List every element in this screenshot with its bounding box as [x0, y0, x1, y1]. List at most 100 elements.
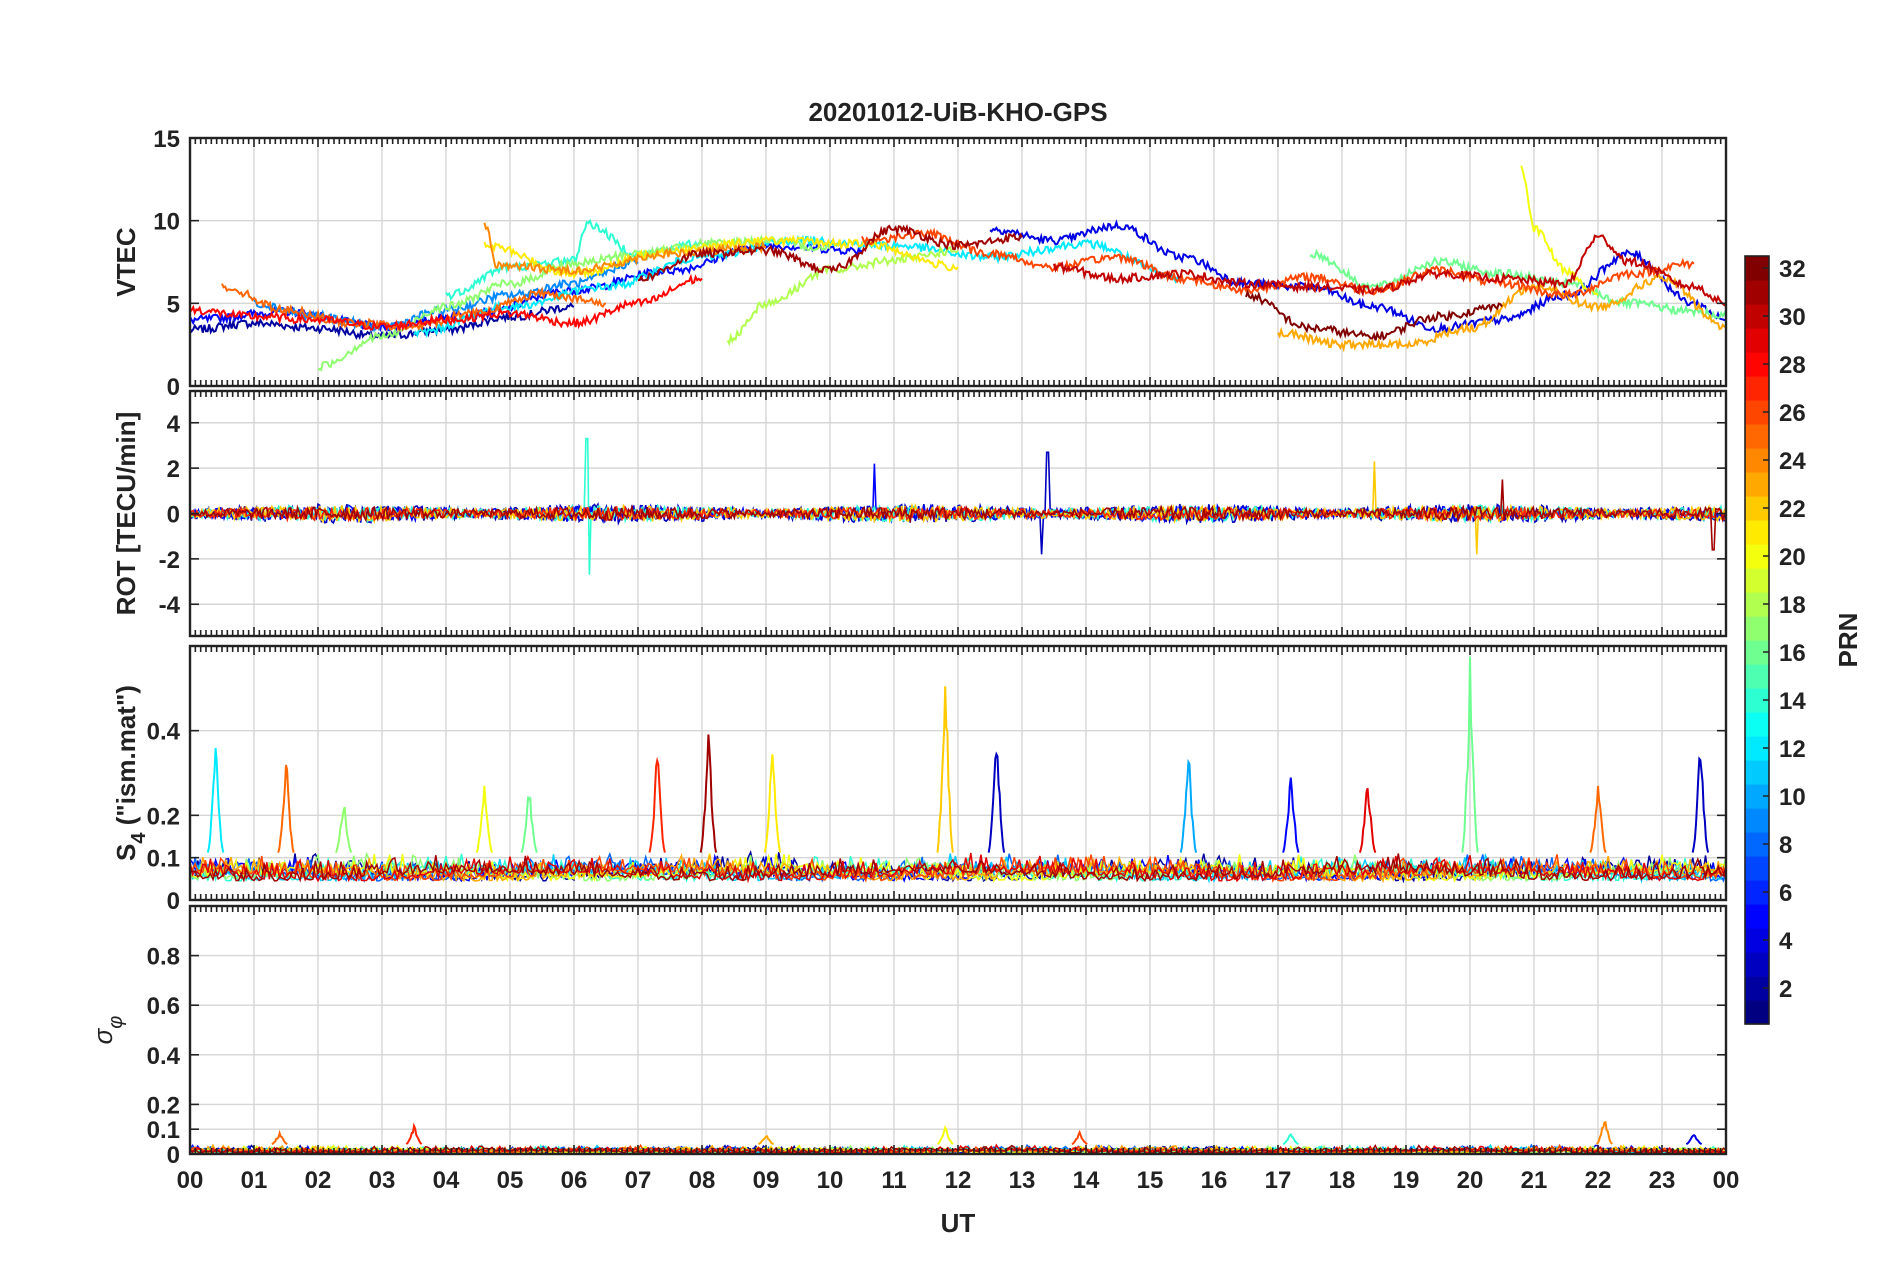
ticks-s4 [189, 646, 1727, 901]
colorbar-segment [1745, 760, 1769, 785]
colorbar-segment [1745, 904, 1769, 929]
s4-peak-prn-27 [648, 756, 666, 853]
colorbar-segment [1745, 616, 1769, 641]
x-axis-label: UT [941, 1208, 976, 1238]
y-axis-label-vtec: VTEC [111, 227, 141, 297]
y-axis-label-s4: S4 ("ism.mat") [111, 685, 150, 861]
y-tick-label: -4 [159, 592, 181, 619]
y-tick-label: 0 [167, 502, 180, 529]
colorbar-tick-label: 12 [1779, 736, 1806, 763]
x-tick-label: 08 [689, 1167, 716, 1194]
grid-rot [190, 391, 1726, 636]
x-tick-label: 19 [1393, 1167, 1420, 1194]
vtec-series-prn-21 [483, 234, 959, 280]
x-axis: 00 01 02 03 04 05 06 07 08 09 10 11 12 13 14 15 16 17 18 19… [177, 1167, 1740, 1194]
series-s4 [190, 656, 1726, 884]
sigma_phi-peak-prn-24 [1595, 1121, 1613, 1145]
colorbar-tick-label: 22 [1779, 496, 1806, 523]
y-tick-label: 0.2 [147, 803, 180, 830]
colorbar-segment [1745, 376, 1769, 401]
colorbar-tick-label: 26 [1779, 400, 1806, 427]
s4-series-prn-31 [190, 853, 1726, 883]
x-tick-label: 06 [561, 1167, 588, 1194]
y-tick-label: 5 [167, 291, 180, 318]
vtec-series-prn-18 [726, 245, 959, 347]
y-tick-label: -2 [159, 547, 180, 574]
x-tick-label: 18 [1329, 1167, 1356, 1194]
colorbar-tick-label: 28 [1779, 352, 1806, 379]
y-tick-label: 15 [153, 126, 180, 153]
colorbar-tick-label: 14 [1779, 688, 1806, 715]
x-tick-label: 03 [369, 1167, 396, 1194]
y-tick-label: 0.8 [147, 944, 180, 971]
chart-title: 20201012-UiB-KHO-GPS [808, 97, 1107, 127]
vtec-series-prn-4 [989, 219, 1726, 335]
colorbar-segment [1745, 1000, 1769, 1025]
s4-peak-prn-21 [763, 754, 782, 853]
series-vtec [190, 165, 1726, 372]
sigma_phi-peak-prn-26 [1071, 1129, 1088, 1146]
vtec-series-prn-31 [637, 224, 1023, 282]
colorbar-segment [1745, 280, 1769, 305]
x-tick-label: 02 [305, 1167, 332, 1194]
panel-rot: -4 -2 0 2 4 ROT [TECU/min] [111, 389, 1728, 638]
x-tick-label: 16 [1201, 1167, 1228, 1194]
panel-sigma_phi: 00.10.2 0.4 0.6 0.8 σφ [88, 904, 1728, 1169]
s4-peak-prn-16 [520, 796, 538, 853]
vtec-series-prn-23 [1277, 272, 1726, 353]
y-axis-label-sub: 4 [128, 832, 150, 844]
x-tick-label: 21 [1521, 1167, 1548, 1194]
vtec-series-prn-20 [1520, 165, 1599, 296]
vtec-series-prn-32 [1245, 288, 1503, 341]
s4-peak-prn-5 [1282, 777, 1300, 853]
x-tick-label: 11 [881, 1167, 906, 1194]
colorbar-segment [1745, 712, 1769, 737]
y-axis-label-rest: ("ism.mat") [111, 685, 141, 832]
vtec-series-prn-28 [190, 273, 703, 332]
colorbar-segment [1745, 328, 1769, 353]
x-tick-label: 01 [241, 1167, 268, 1194]
y-tick-label: 0 [167, 888, 180, 915]
panel-s4: 00.10.20.4S4 ("ism.mat") [111, 644, 1728, 915]
panel-vtec: 0 5 10 15 VTEC [111, 126, 1728, 401]
s4-peak-prn-17 [334, 806, 353, 853]
vtec-series-prn-24 [483, 222, 767, 278]
colorbar-segment [1745, 424, 1769, 449]
y-tick-label: 0.2 [147, 1092, 180, 1119]
x-tick-label: 04 [433, 1167, 460, 1194]
x-tick-label: 14 [1073, 1167, 1100, 1194]
y-tick-label: 10 [153, 209, 180, 236]
sigma_phi-peak-prn-20 [936, 1125, 954, 1145]
x-tick-label: 12 [945, 1167, 972, 1194]
s4-peak-prn-31 [699, 734, 718, 853]
x-tick-label: 13 [1009, 1167, 1036, 1194]
y-tick-label: 0.1 [147, 846, 180, 873]
s4-peak-prn-12 [206, 747, 225, 853]
x-tick-label: 07 [625, 1167, 652, 1194]
x-tick-label: 09 [753, 1167, 780, 1194]
vtec-series-prn-25 [221, 283, 607, 332]
vtec-series-prn-2 [190, 301, 575, 341]
x-tick-label: 00 [1713, 1167, 1740, 1194]
s4-peak-prn-29 [1358, 788, 1377, 853]
colorbar-tick-label: 32 [1779, 256, 1806, 283]
s4-peak-prn-22 [936, 686, 954, 853]
s4-peak-prn-3 [1691, 756, 1710, 853]
s4-peak-prn-25 [277, 764, 295, 853]
vtec-series-prn-30 [1053, 234, 1726, 307]
colorbar-tick-label: 18 [1779, 592, 1806, 619]
y-axis-label-main: S [111, 844, 141, 861]
colorbar-tick-label: 24 [1779, 448, 1806, 475]
s4-peak-prn-20 [475, 785, 494, 853]
colorbar-tick-label: 4 [1779, 928, 1793, 955]
series-rot [190, 437, 1726, 575]
sigma_phi-peak-prn-27 [405, 1122, 423, 1145]
s4-peak-prn-25 [1589, 785, 1607, 853]
x-tick-label: 15 [1137, 1167, 1164, 1194]
ticks-sigma_phi [189, 906, 1727, 1155]
colorbar-segment [1745, 856, 1769, 881]
y-axis-label-sub: φ [105, 1016, 127, 1029]
sigma_phi-peak-prn-25 [271, 1129, 288, 1145]
x-tick-label: 00 [177, 1167, 204, 1194]
ticks-vtec [189, 137, 1727, 387]
